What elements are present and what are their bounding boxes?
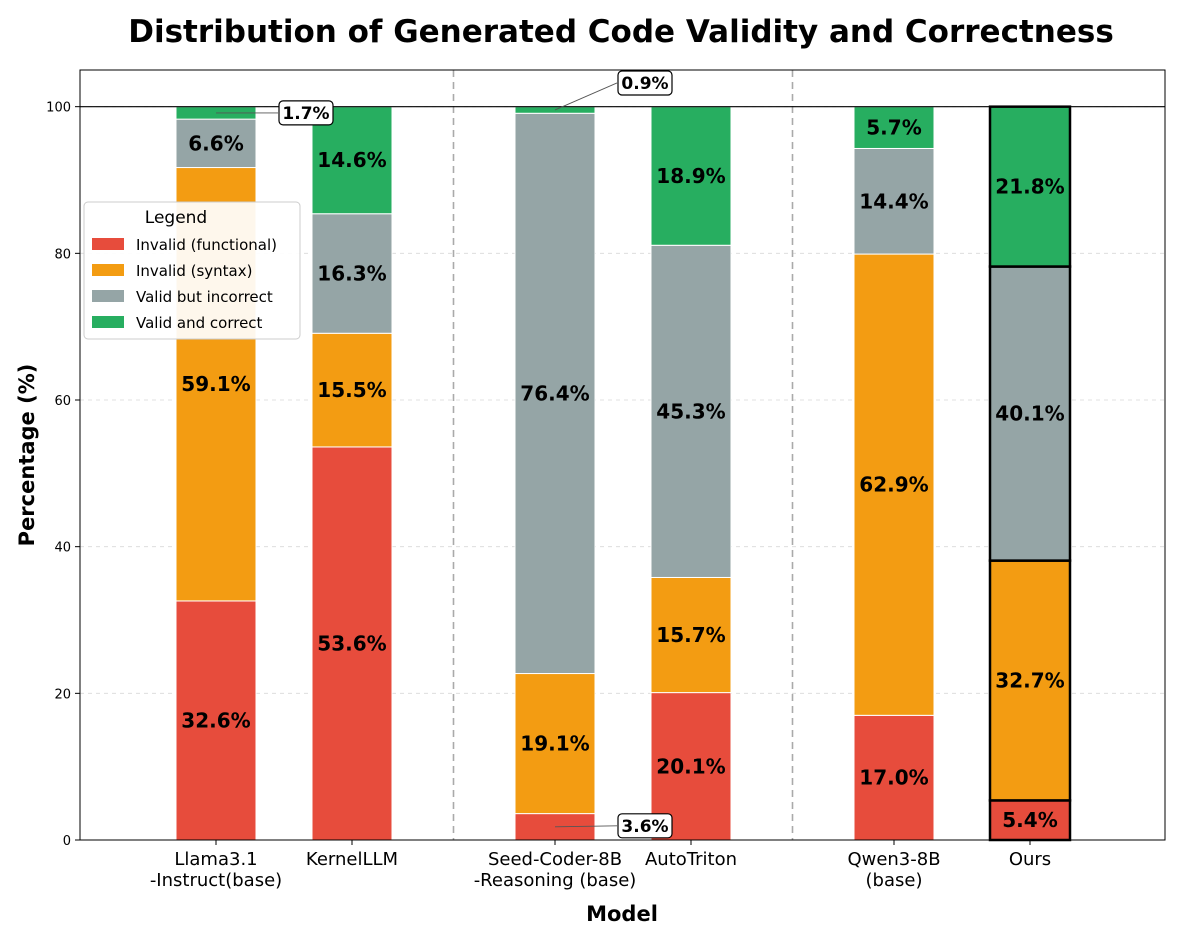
- bar-segment: [650, 576, 732, 694]
- x-tick-label: (base): [866, 870, 923, 891]
- bar-segment: [853, 147, 935, 255]
- callout-box: [617, 813, 673, 839]
- bar-segment: [311, 332, 393, 448]
- x-tick-label: KernelLLM: [306, 849, 398, 870]
- x-tick-label: Seed-Coder-8B: [488, 849, 622, 870]
- bar-value-label: 53.6%: [317, 631, 386, 655]
- y-tick-label: 60: [54, 394, 71, 409]
- legend-label: Invalid (functional): [136, 236, 277, 254]
- bar-segment: [988, 105, 1072, 268]
- bar-segment: [853, 106, 935, 149]
- bar-value-label: 5.4%: [1002, 808, 1057, 832]
- bar-segment: [650, 244, 732, 578]
- bar-value-label: 14.4%: [859, 189, 928, 213]
- bar-value-label: 32.7%: [995, 669, 1064, 693]
- bar-value-label: 16.3%: [317, 262, 386, 286]
- callout-label: 1.7%: [282, 104, 329, 124]
- callout-label: 0.9%: [621, 74, 668, 94]
- y-tick-label: 0: [63, 834, 71, 849]
- y-tick-label: 20: [54, 687, 71, 702]
- bars: [175, 105, 1072, 842]
- legend-swatch: [92, 264, 124, 276]
- bar-value-label: 62.9%: [859, 473, 928, 497]
- bar-segment: [853, 714, 935, 841]
- bar-value-label: 18.9%: [656, 164, 725, 188]
- legend-box: [83, 201, 301, 340]
- x-tick-label: AutoTriton: [645, 849, 737, 870]
- y-tick-label: 40: [54, 541, 71, 556]
- bar-value-label: 6.6%: [188, 131, 243, 155]
- bar-value-label: 76.4%: [520, 381, 589, 405]
- legend-swatch: [92, 238, 124, 250]
- legend-swatch: [92, 316, 124, 328]
- callout-leader: [554, 825, 618, 828]
- bar-value-label: 5.7%: [866, 116, 921, 140]
- legend-label: Invalid (syntax): [136, 262, 252, 280]
- bar-segment: [514, 112, 596, 675]
- legend-swatch: [92, 290, 124, 302]
- y-tick-label: 100: [46, 101, 71, 116]
- y-axis-title: Percentage (%): [15, 364, 39, 547]
- bar-value-label: 19.1%: [520, 732, 589, 756]
- x-tick-label: -Instruct(base): [150, 870, 282, 891]
- bar-value-label: 21.8%: [995, 175, 1064, 199]
- bar-value-label: 32.6%: [181, 708, 250, 732]
- x-tick-label: Llama3.1: [174, 849, 257, 870]
- callout-box: [617, 70, 673, 96]
- y-tick-label: 80: [54, 247, 71, 262]
- x-tick-label: -Reasoning (base): [474, 870, 637, 891]
- bar-value-label: 40.1%: [995, 402, 1064, 426]
- bar-value-label: 20.1%: [656, 754, 725, 778]
- bar-segment: [311, 213, 393, 334]
- x-axis-title: Model: [586, 902, 658, 926]
- bar-value-label: 45.3%: [656, 399, 725, 423]
- legend-label: Valid but incorrect: [136, 288, 273, 306]
- bar-segment: [853, 253, 935, 716]
- axes: 0 20 40 60 80 100 Llama3.1-Instruct(base) Kerne…: [46, 101, 1051, 891]
- bar-segment: [514, 673, 596, 815]
- bar-value-label: 14.6%: [317, 148, 386, 172]
- x-tick-label: Qwen3-8B: [847, 849, 940, 870]
- bar-segment: [650, 106, 732, 246]
- callout-box: [278, 100, 334, 126]
- overlays: 32.6% 59.1% 6.6% 53.6% 15.5% 16.3% 14.6% 19.1% 7…: [80, 106, 1165, 832]
- x-tick-label: Ours: [1009, 849, 1051, 870]
- plot-frame: [79, 69, 1166, 841]
- bar-value-label: 15.5%: [317, 378, 386, 402]
- bar-value-label: 15.7%: [656, 623, 725, 647]
- legend-title: Legend: [145, 208, 207, 228]
- bar-value-label: 17.0%: [859, 766, 928, 790]
- callouts: 1.7% 0.9% 3.6%: [216, 70, 673, 839]
- bar-segment: [175, 118, 257, 169]
- callout-label: 3.6%: [621, 817, 668, 837]
- callout-leader: [554, 82, 618, 111]
- bar-value-label: 59.1%: [181, 372, 250, 396]
- legend: Legend Invalid (functional) Invalid (synta…: [83, 201, 301, 340]
- chart-title: Distribution of Generated Code Validity …: [128, 14, 1114, 50]
- bar-segment: [988, 559, 1072, 802]
- legend-label: Valid and correct: [136, 314, 263, 332]
- bar-segment: [175, 600, 257, 841]
